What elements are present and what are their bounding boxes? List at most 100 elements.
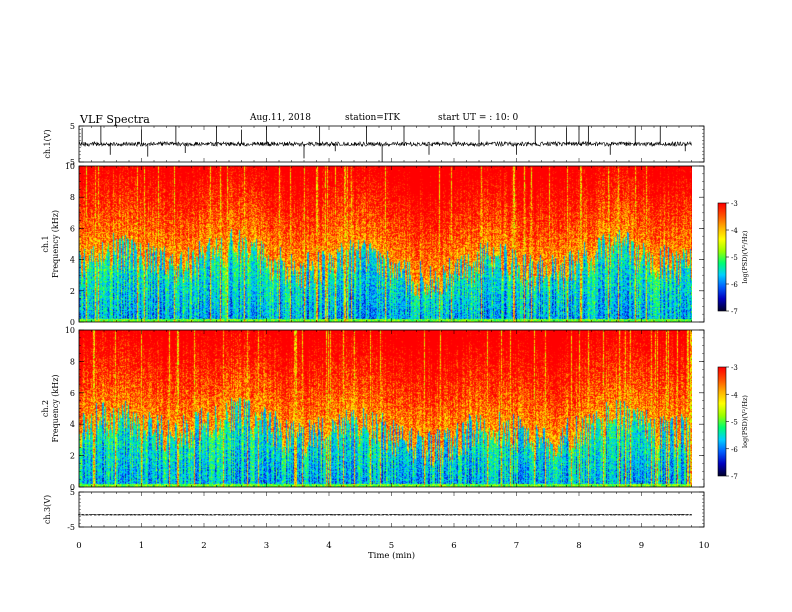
trace-dot xyxy=(246,513,248,516)
trace-dot xyxy=(294,513,296,516)
ch2_spectrogram-ylabel-channel: ch.2 xyxy=(41,400,50,417)
trace-dot xyxy=(114,513,116,516)
trace-dot xyxy=(598,513,600,516)
trace-dot xyxy=(370,513,372,516)
colorbar-label: log(PSD)(V²/Hz) xyxy=(741,230,749,283)
trace-dot xyxy=(478,513,480,516)
y-tick-label: 5 xyxy=(70,488,75,497)
trace-dot xyxy=(618,513,620,516)
trace-dot xyxy=(490,513,492,516)
trace-dot xyxy=(602,513,604,516)
trace-dot xyxy=(130,513,132,516)
colorbar-tick-label: -3 xyxy=(731,200,738,208)
trace-dot xyxy=(110,513,112,516)
trace-dot xyxy=(482,513,484,516)
trace-dot xyxy=(102,513,104,516)
trace-dot xyxy=(578,513,580,516)
axis-labels: 5 -5 ch.1(V) -3 -4 -5 -6 -7 log(PSD)(V²/Hz) 0 2 4 6 8… xyxy=(41,122,749,561)
y-tick-label: 0 xyxy=(70,318,75,327)
trace-dot xyxy=(262,513,264,516)
trace-dot xyxy=(230,513,232,516)
trace-dot xyxy=(98,513,100,516)
y-tick-label: 6 xyxy=(70,389,75,398)
trace-dot xyxy=(186,513,188,516)
trace-dot xyxy=(686,513,688,516)
trace-dot xyxy=(258,513,260,516)
trace-dot xyxy=(278,513,280,516)
trace-dot xyxy=(434,513,436,516)
trace-dot xyxy=(398,513,400,516)
trace-dot xyxy=(690,513,692,516)
trace-dot xyxy=(546,513,548,516)
trace-dot xyxy=(302,513,304,516)
chart-title: VLF Spectra xyxy=(80,113,150,126)
trace-dot xyxy=(178,513,180,516)
trace-dot xyxy=(206,513,208,516)
trace-dot xyxy=(222,513,224,516)
ch1_waveform-ylabel: ch.1(V) xyxy=(43,129,52,158)
trace-dot xyxy=(562,513,564,516)
trace-dot xyxy=(190,513,192,516)
trace-dot xyxy=(646,513,648,516)
station-label: station=ITK xyxy=(345,113,401,123)
trace-dot xyxy=(298,513,300,516)
trace-dot xyxy=(250,513,252,516)
trace-dot xyxy=(566,513,568,516)
trace-dot xyxy=(466,513,468,516)
trace-dot xyxy=(350,513,352,516)
y-tick-label: 2 xyxy=(70,287,75,296)
y-tick-label: 10 xyxy=(65,326,75,335)
axes xyxy=(78,125,729,528)
trace-dot xyxy=(574,513,576,516)
trace-dot xyxy=(586,513,588,516)
colorbar-tick-label: -5 xyxy=(731,419,738,427)
trace-dot xyxy=(454,513,456,516)
ch1_spectrogram-ylabel-channel: ch.1 xyxy=(41,235,50,252)
trace-dot xyxy=(134,513,136,516)
trace-dot xyxy=(542,513,544,516)
trace-dot xyxy=(382,513,384,516)
trace-dot xyxy=(526,513,528,516)
x-tick-label: 1 xyxy=(139,541,144,551)
colorbar-tick-label: -7 xyxy=(731,473,738,481)
trace-dot xyxy=(386,513,388,516)
trace-dot xyxy=(678,513,680,516)
trace-dot xyxy=(266,513,268,516)
trace-dot xyxy=(642,513,644,516)
x-tick-label: 2 xyxy=(201,541,206,551)
y-tick-label: 6 xyxy=(70,224,75,233)
trace-dot xyxy=(470,513,472,516)
ch1_spectrogram-heatmap xyxy=(79,166,692,322)
trace-dot xyxy=(334,513,336,516)
trace-dot xyxy=(590,513,592,516)
x-tick-label: 5 xyxy=(389,541,394,551)
trace-dot xyxy=(502,513,504,516)
x-tick-label: 7 xyxy=(514,541,519,551)
trace-dot xyxy=(150,513,152,516)
trace-dot xyxy=(626,513,628,516)
trace-dot xyxy=(318,513,320,516)
trace-dot xyxy=(234,513,236,516)
trace-dot xyxy=(138,513,140,516)
trace-dot xyxy=(582,513,584,516)
trace-dot xyxy=(210,513,212,516)
start-time-label: start UT = : 10: 0 xyxy=(438,113,519,123)
trace-dot xyxy=(374,513,376,516)
trace-dot xyxy=(662,513,664,516)
trace-dot xyxy=(126,513,128,516)
trace-dot xyxy=(354,513,356,516)
trace-dot xyxy=(290,513,292,516)
trace-dot xyxy=(238,513,240,516)
trace-dot xyxy=(118,513,120,516)
trace-dot xyxy=(630,513,632,516)
trace-dot xyxy=(594,513,596,516)
trace-dot xyxy=(402,513,404,516)
colorbar-tick-label: -4 xyxy=(731,227,738,235)
trace-dot xyxy=(270,513,272,516)
trace-dot xyxy=(674,513,676,516)
colorbar-tick-label: -6 xyxy=(731,281,738,289)
y-tick-label: -5 xyxy=(67,523,75,532)
trace-dot xyxy=(518,513,520,516)
trace-dot xyxy=(514,513,516,516)
trace-dot xyxy=(570,513,572,516)
